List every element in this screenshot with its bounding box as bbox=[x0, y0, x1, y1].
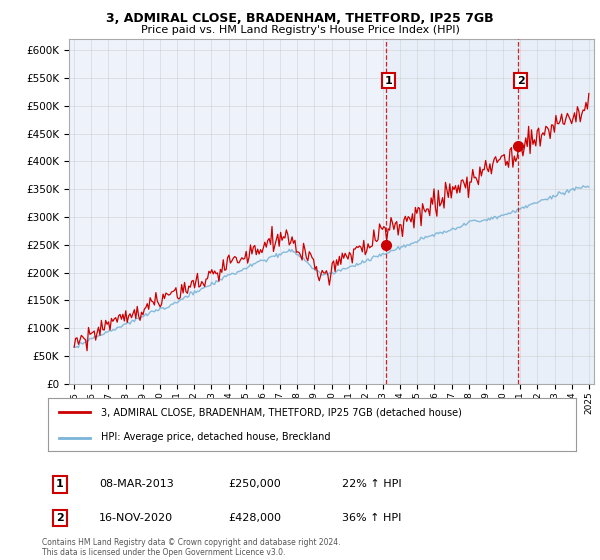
Text: 22% ↑ HPI: 22% ↑ HPI bbox=[342, 479, 401, 489]
Bar bbox=[386, 39, 598, 384]
Text: Price paid vs. HM Land Registry's House Price Index (HPI): Price paid vs. HM Land Registry's House … bbox=[140, 25, 460, 35]
Text: HPI: Average price, detached house, Breckland: HPI: Average price, detached house, Brec… bbox=[101, 432, 331, 442]
Text: 3, ADMIRAL CLOSE, BRADENHAM, THETFORD, IP25 7GB: 3, ADMIRAL CLOSE, BRADENHAM, THETFORD, I… bbox=[106, 12, 494, 25]
Text: 2: 2 bbox=[56, 513, 64, 523]
Text: 3, ADMIRAL CLOSE, BRADENHAM, THETFORD, IP25 7GB (detached house): 3, ADMIRAL CLOSE, BRADENHAM, THETFORD, I… bbox=[101, 408, 461, 418]
Text: 2: 2 bbox=[517, 76, 524, 86]
Text: 1: 1 bbox=[56, 479, 64, 489]
Text: 36% ↑ HPI: 36% ↑ HPI bbox=[342, 513, 401, 523]
Text: £428,000: £428,000 bbox=[228, 513, 281, 523]
Text: £250,000: £250,000 bbox=[228, 479, 281, 489]
Text: Contains HM Land Registry data © Crown copyright and database right 2024.
This d: Contains HM Land Registry data © Crown c… bbox=[42, 538, 341, 557]
Text: 08-MAR-2013: 08-MAR-2013 bbox=[99, 479, 174, 489]
Text: 1: 1 bbox=[385, 76, 392, 86]
Text: 16-NOV-2020: 16-NOV-2020 bbox=[99, 513, 173, 523]
